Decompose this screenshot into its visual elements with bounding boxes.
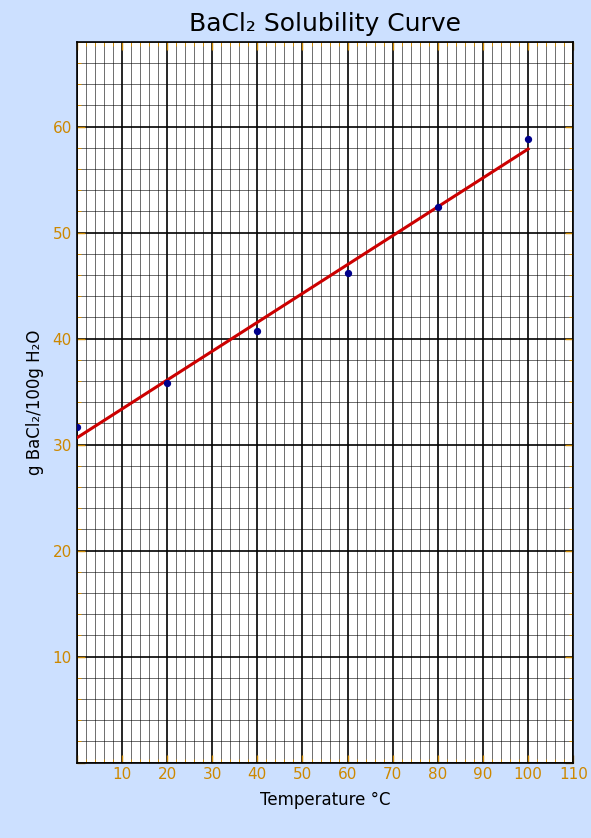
Title: BaCl₂ Solubility Curve: BaCl₂ Solubility Curve: [189, 12, 461, 36]
Point: [252, 324, 262, 338]
Point: [524, 132, 533, 146]
Point: [72, 420, 82, 433]
Point: [433, 200, 443, 214]
Y-axis label: g BaCl₂/100g H₂O: g BaCl₂/100g H₂O: [26, 329, 44, 475]
X-axis label: Temperature °C: Temperature °C: [260, 791, 390, 809]
Point: [163, 376, 172, 390]
Point: [343, 266, 352, 280]
